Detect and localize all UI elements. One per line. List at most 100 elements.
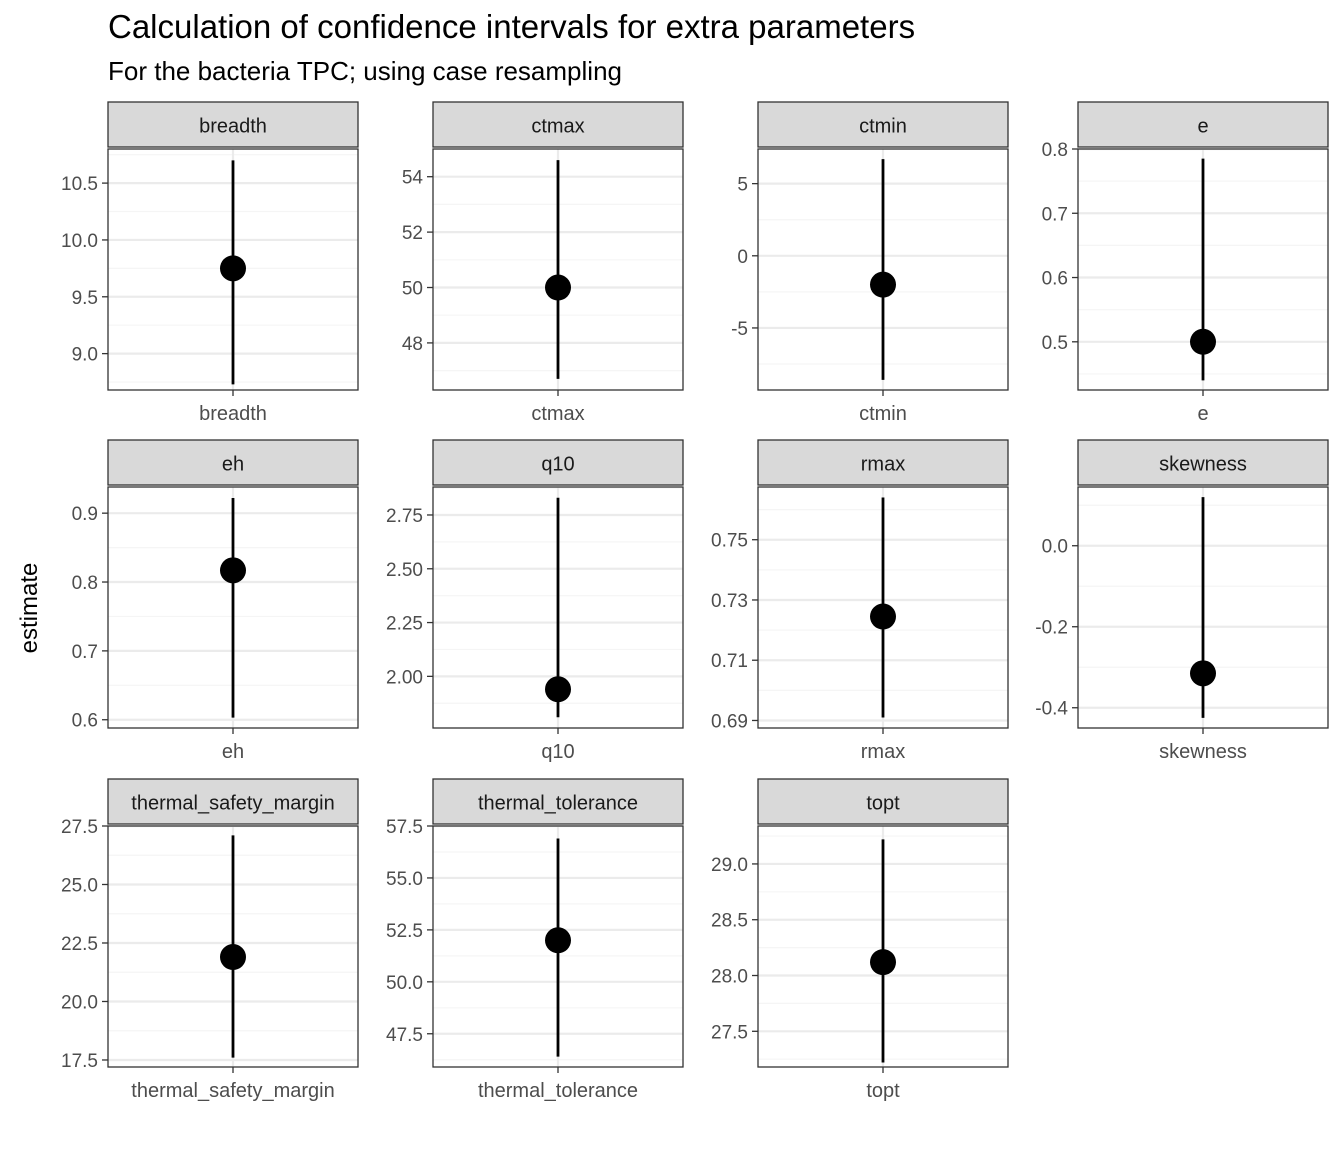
facet-thermal-safety-margin-strip [107,778,359,825]
facet-topt: topt 27.5 28.0 28.5 29.0 topt [711,778,1009,1102]
facet-ctmin-strip-label: ctmin [859,116,907,138]
facet-ctmax: ctmax 48 50 52 54 ctmax [402,101,684,425]
y-axis-title: estimate [16,563,43,654]
facet-e-strip [1077,101,1329,148]
facet-breadth-strip [107,101,359,148]
facet-skewness-estimate-point [1190,660,1216,687]
facet-q10: q10 2.00 2.25 2.50 2.75 q10 [386,439,684,763]
facet-ctmin-y-tick-label: -5 [731,319,748,340]
facet-thermal-tolerance-y-tick-label: 57.5 [386,817,423,838]
facet-thermal-tolerance-y-tick-label: 47.5 [386,1025,423,1046]
facet-rmax-y-tick-label: 0.75 [711,531,748,552]
facet-topt-strip [757,778,1009,825]
facet-topt-x-tick-label: topt [866,1080,900,1102]
facet-e-x-tick-label: e [1197,403,1208,425]
facet-q10-y-tick-label: 2.50 [386,560,423,581]
facet-thermal-tolerance-x-tick-label: thermal_tolerance [478,1080,638,1102]
facet-ctmax-x-tick-label: ctmax [531,403,584,425]
facet-rmax-x-tick-label: rmax [861,741,905,763]
facet-thermal-safety-margin-estimate-point [220,944,246,971]
facet-rmax-y-tick-label: 0.69 [711,711,748,732]
facet-skewness-y-tick-label: -0.4 [1035,699,1068,720]
facet-skewness: skewness -0.4 -0.2 0.0 skewness [1035,439,1329,763]
facet-topt-y-tick-label: 28.5 [711,911,748,932]
facet-skewness-x-tick-label: skewness [1159,741,1247,763]
facet-breadth-y-tick-label: 9.0 [72,345,98,366]
facet-breadth-x-tick-label: breadth [199,403,267,425]
facet-rmax-strip [757,439,1009,486]
facet-breadth: breadth 9.0 9.5 10.0 10.5 breadth [61,101,359,425]
facet-ctmin-x-tick-label: ctmin [859,403,907,425]
facet-thermal-tolerance-strip [432,778,684,825]
facet-eh-y-tick-label: 0.6 [72,711,98,732]
facet-topt-strip-label: topt [866,793,900,815]
facet-q10-y-tick-label: 2.25 [386,614,423,635]
facet-ctmax-estimate-point [545,274,571,301]
facet-ctmin-y-tick-label: 0 [737,247,748,268]
facet-thermal-tolerance-y-tick-label: 50.0 [386,973,423,994]
facet-thermal-safety-margin-strip-label: thermal_safety_margin [131,793,334,815]
facet-e-y-tick-label: 0.5 [1042,333,1068,354]
facet-e-estimate-point [1190,328,1216,355]
facet-e: e 0.5 0.6 0.7 0.8 e [1042,101,1329,425]
facet-q10-y-tick-label: 2.75 [386,506,423,527]
facet-thermal-safety-margin-y-tick-label: 20.0 [61,992,98,1013]
facet-rmax-strip-label: rmax [861,454,905,476]
facet-breadth-y-tick-label: 10.0 [61,231,98,252]
facet-q10-estimate-point [545,676,571,703]
facet-thermal-tolerance-y-tick-label: 52.5 [386,921,423,942]
facet-thermal-safety-margin-x-tick-label: thermal_safety_margin [131,1080,334,1102]
chart-subtitle: For the bacteria TPC; using case resampl… [108,56,622,86]
facets: breadth9.09.510.010.5breadthctmax4850525… [61,101,1329,1102]
facet-ctmin: ctmin -5 0 5 ctmin [731,101,1009,425]
facet-rmax-y-tick-label: 0.71 [711,651,748,672]
facet-thermal-tolerance: thermal_tolerance 47.5 50.0 52.5 55.0 57.5 the… [386,778,684,1102]
facet-e-y-tick-label: 0.7 [1042,204,1068,225]
facet-q10-y-tick-label: 2.00 [386,667,423,688]
facet-q10-x-tick-label: q10 [541,741,574,763]
facet-thermal-safety-margin-y-tick-label: 27.5 [61,817,98,838]
facet-q10-strip [432,439,684,486]
facet-thermal-tolerance-strip-label: thermal_tolerance [478,793,638,815]
facet-e-y-tick-label: 0.8 [1042,140,1068,161]
chart-title: Calculation of confidence intervals for … [108,8,916,45]
facet-q10-strip-label: q10 [541,454,574,476]
facet-thermal-tolerance-y-tick-label: 55.0 [386,869,423,890]
facet-thermal-tolerance-estimate-point [545,927,571,954]
facet-topt-y-tick-label: 29.0 [711,855,748,876]
facet-ctmin-y-tick-label: 5 [737,175,748,196]
facet-ctmax-y-tick-label: 54 [402,168,424,189]
facet-ctmin-strip [757,101,1009,148]
facet-eh-strip-label: eh [222,454,244,476]
facet-ctmax-y-tick-label: 50 [402,279,423,300]
facet-breadth-estimate-point [220,255,246,282]
facet-skewness-strip [1077,439,1329,486]
facet-ctmax-y-tick-label: 48 [402,334,423,355]
facet-thermal-safety-margin-y-tick-label: 22.5 [61,934,98,955]
facet-eh-estimate-point [220,557,246,584]
facet-topt-y-tick-label: 27.5 [711,1022,748,1043]
facet-ctmin-estimate-point [870,271,896,298]
facet-ctmax-y-tick-label: 52 [402,223,423,244]
facet-skewness-y-tick-label: -0.2 [1035,618,1068,639]
facet-e-strip-label: e [1197,116,1208,138]
facet-rmax: rmax 0.69 0.71 0.73 0.75 rmax [711,439,1009,763]
facet-rmax-y-tick-label: 0.73 [711,591,748,612]
facet-topt-estimate-point [870,949,896,976]
facet-thermal-safety-margin-y-tick-label: 25.0 [61,875,98,896]
facet-eh-strip [107,439,359,486]
facet-eh-y-tick-label: 0.8 [72,573,98,594]
facet-e-y-tick-label: 0.6 [1042,269,1068,290]
facet-eh: eh 0.6 0.7 0.8 0.9 eh [72,439,359,763]
facet-rmax-estimate-point [870,603,896,630]
facet-ctmax-strip [432,101,684,148]
facet-topt-y-tick-label: 28.0 [711,967,748,988]
facet-eh-y-tick-label: 0.7 [72,642,98,663]
facet-thermal-safety-margin: thermal_safety_margin 17.5 20.0 22.5 25.0 27.… [61,778,359,1102]
facet-eh-x-tick-label: eh [222,741,244,763]
facet-ctmax-strip-label: ctmax [531,116,584,138]
facet-skewness-y-tick-label: 0.0 [1042,537,1068,558]
facet-breadth-y-tick-label: 10.5 [61,174,98,195]
facet-breadth-strip-label: breadth [199,116,267,138]
